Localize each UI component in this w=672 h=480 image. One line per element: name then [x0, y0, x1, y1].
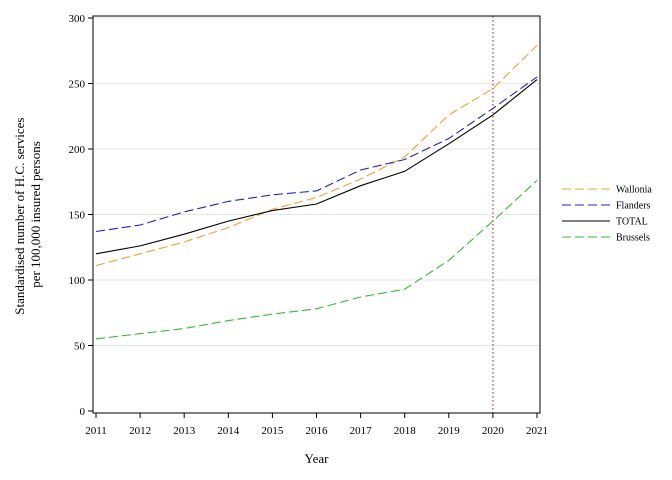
legend-label-total: TOTAL	[616, 217, 648, 228]
y-axis-title-line-1: Standardised number of H.C. services	[12, 118, 27, 315]
series-line-brussels	[95, 179, 538, 340]
y-tick-label-200: 200	[69, 144, 86, 156]
series-line-flanders	[95, 76, 538, 233]
y-tick-label-0: 0	[80, 406, 86, 418]
x-axis: 2011 2012 2013 2014 2015 2016 2017 2018 2019 2020…	[85, 413, 548, 437]
legend: Wallonia Flanders TOTAL Brussels	[562, 185, 652, 244]
series-line-total	[95, 79, 538, 255]
x-tick-label-2013: 2013	[173, 425, 196, 437]
x-tick-label-2012: 2012	[129, 425, 151, 437]
x-tick-label-2014: 2014	[217, 425, 240, 437]
x-tick-label-2011: 2011	[85, 425, 107, 437]
y-axis-title-line-2: per 100,000 insured persons	[28, 141, 43, 288]
y-tick-label-300: 300	[69, 13, 86, 25]
y-tick-label-150: 150	[69, 210, 86, 222]
series-group	[95, 45, 538, 340]
legend-label-brussels: Brussels	[616, 233, 650, 244]
y-axis: 0 50 100 150 200 250 300	[69, 13, 93, 418]
series-line-wallonia	[95, 45, 538, 267]
x-tick-label-2019: 2019	[438, 425, 461, 437]
x-tick-label-2016: 2016	[306, 425, 329, 437]
y-tick-label-250: 250	[69, 79, 86, 91]
x-tick-label-2017: 2017	[350, 425, 373, 437]
legend-label-flanders: Flanders	[616, 201, 651, 212]
x-axis-title: Year	[305, 451, 330, 466]
y-tick-label-50: 50	[74, 341, 86, 353]
x-tick-label-2020: 2020	[482, 425, 505, 437]
y-tick-label-100: 100	[69, 275, 86, 287]
legend-label-wallonia: Wallonia	[616, 185, 652, 196]
y-axis-title: Standardised number of H.C. services per…	[12, 114, 43, 314]
x-tick-label-2021: 2021	[526, 425, 548, 437]
x-tick-label-2015: 2015	[261, 425, 284, 437]
x-tick-label-2018: 2018	[394, 425, 417, 437]
gridlines	[93, 17, 540, 346]
